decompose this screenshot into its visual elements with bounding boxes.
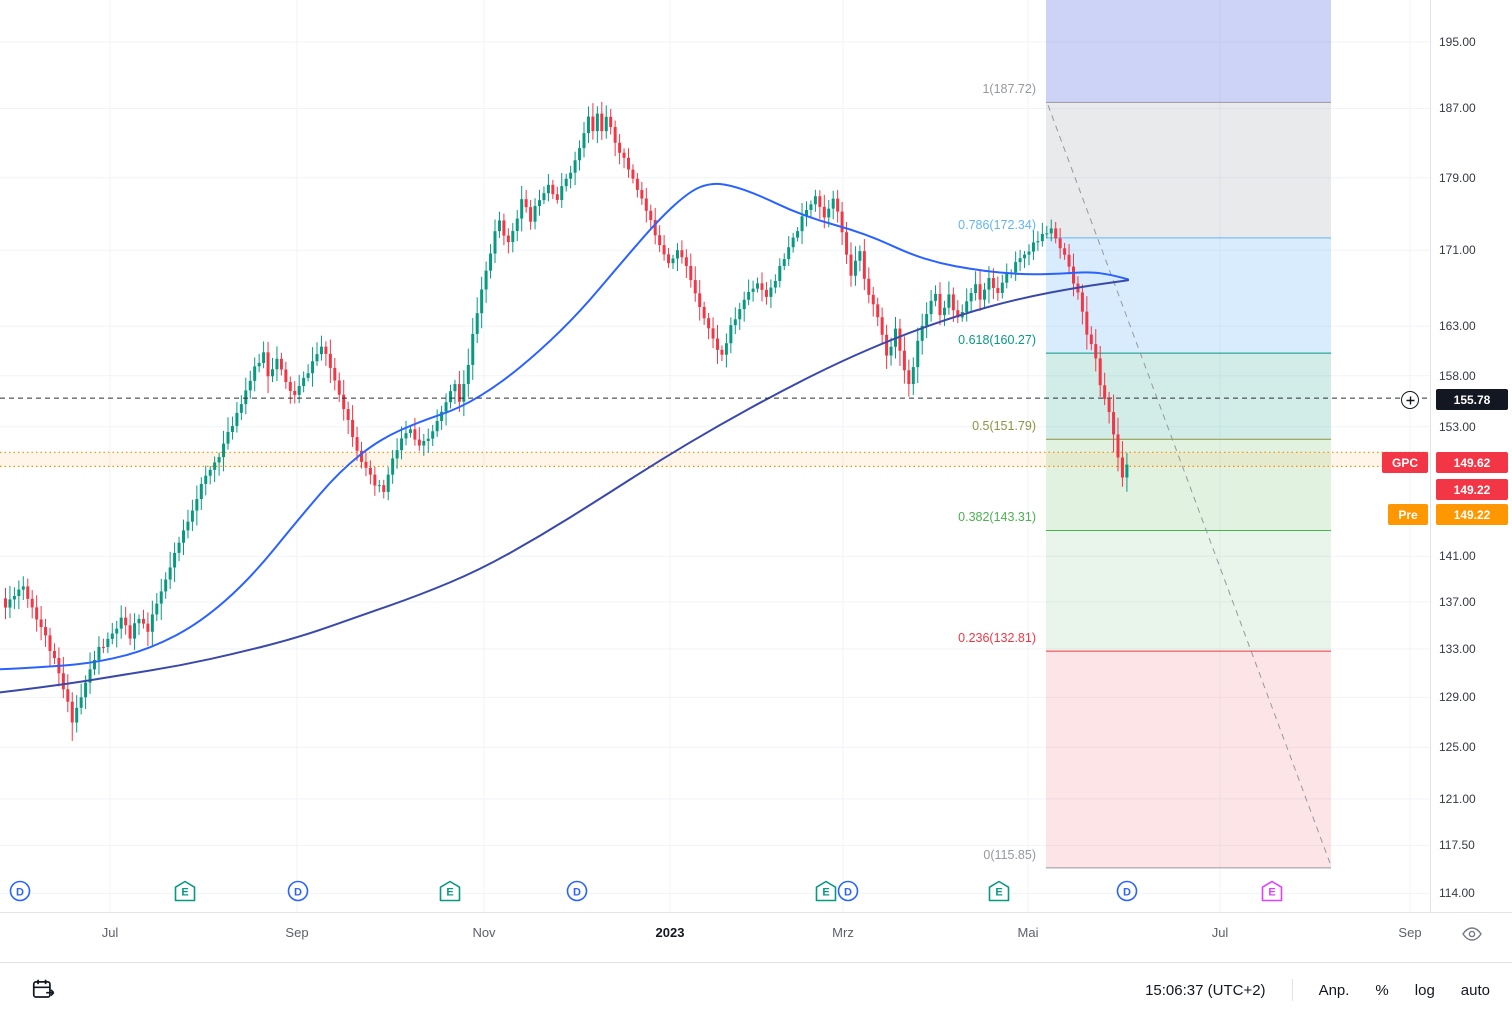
price-tick: 195.00 [1439, 35, 1476, 49]
go-to-date-button[interactable] [30, 976, 58, 1004]
svg-text:E: E [995, 887, 1002, 899]
event-marker-E[interactable]: E [1261, 880, 1283, 902]
log-scale-button[interactable]: log [1414, 981, 1435, 999]
price-tick: 158.00 [1439, 368, 1476, 383]
symbol-label-tag: GPC [1382, 452, 1428, 473]
svg-text:D: D [294, 887, 302, 899]
calendar-icon [32, 979, 55, 998]
ma-fast-line[interactable] [0, 182, 1129, 671]
price-chart-canvas[interactable] [0, 0, 1430, 912]
price-tick: 171.00 [1439, 243, 1476, 258]
adjust-button[interactable]: Anp. [1318, 981, 1350, 999]
svg-text:E: E [1268, 887, 1275, 899]
time-axis-label: Mai [1017, 925, 1039, 940]
svg-text:D: D [16, 887, 24, 899]
event-marker-E[interactable]: E [815, 880, 837, 902]
event-marker-D[interactable]: D [287, 880, 309, 902]
premarket-price-tag: 149.22 [1436, 504, 1508, 525]
event-marker-D[interactable]: D [566, 880, 588, 902]
time-axis-label: Mrz [832, 925, 854, 940]
svg-text:E: E [181, 887, 188, 899]
time-axis-label: Jul [1211, 925, 1229, 940]
svg-text:E: E [446, 887, 453, 899]
svg-text:D: D [844, 887, 852, 899]
percent-scale-button[interactable]: % [1375, 981, 1389, 999]
candles-layer [4, 101, 1129, 741]
event-marker-D[interactable]: D [1116, 880, 1138, 902]
price-tick: 137.00 [1439, 594, 1476, 609]
grid-layer [0, 0, 1430, 912]
fib-zone-layer [1046, 0, 1331, 869]
last-price-tag: 149.22 [1436, 479, 1508, 500]
premarket-label-tag: Pre [1388, 504, 1428, 525]
ma-slow-line[interactable] [0, 279, 1129, 694]
price-tick: 153.00 [1439, 419, 1476, 434]
auto-scale-button[interactable]: auto [1460, 981, 1490, 999]
price-tick: 133.00 [1439, 641, 1476, 656]
event-marker-D[interactable]: D [9, 880, 31, 902]
svg-text:D: D [1123, 887, 1131, 899]
eye-icon[interactable] [1460, 922, 1484, 946]
event-marker-E[interactable]: E [174, 880, 196, 902]
svg-text:D: D [573, 887, 581, 899]
time-axis-label: 2023 [655, 925, 685, 940]
time-axis[interactable]: Jul Sep Nov 2023 Mrz Mai Jul Sep [0, 912, 1512, 963]
symbol-price-tag: 149.62 [1436, 452, 1508, 473]
time-axis-label: Sep [285, 925, 309, 940]
bottom-toolbar: 15:06:37 (UTC+2) Anp. % log auto [0, 962, 1512, 1017]
price-tick: 125.00 [1439, 740, 1476, 755]
event-marker-E[interactable]: E [988, 880, 1010, 902]
price-tick: 179.00 [1439, 170, 1476, 185]
scale-settings: 15:06:37 (UTC+2) Anp. % log auto [1145, 979, 1490, 1001]
event-marker-E[interactable]: E [439, 880, 461, 902]
svg-text:E: E [822, 887, 829, 899]
price-tick: 163.00 [1439, 319, 1476, 334]
add-alert-plus-icon[interactable] [1401, 391, 1419, 409]
plus-icon [1406, 396, 1414, 404]
price-line-tag: 155.78 [1436, 389, 1508, 410]
time-axis-label: Jul [101, 925, 119, 940]
event-marker-D[interactable]: D [837, 880, 859, 902]
time-axis-label: Nov [472, 925, 496, 940]
price-tick: 129.00 [1439, 690, 1476, 705]
price-tick: 141.00 [1439, 549, 1476, 564]
price-tick: 187.00 [1439, 101, 1476, 116]
price-tick: 114.00 [1439, 886, 1475, 901]
price-axis[interactable]: 114.00 117.50 121.00 125.00 129.00 133.00 137.… [1430, 0, 1512, 912]
time-axis-label: Sep [1398, 925, 1422, 940]
price-tick: 117.50 [1439, 838, 1475, 853]
toolbar-divider [1291, 979, 1293, 1001]
clock-display: 15:06:37 (UTC+2) [1145, 981, 1266, 999]
fib-trend-line [1047, 104, 1331, 864]
price-tick: 121.00 [1439, 791, 1476, 806]
